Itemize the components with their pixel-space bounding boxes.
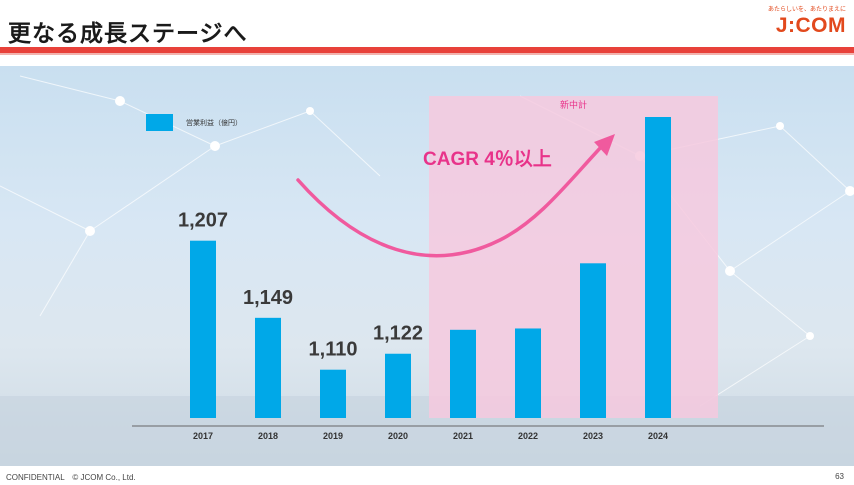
x-tick-2023: 2023 <box>583 431 603 441</box>
legend-label: 営業利益（億円） <box>186 118 242 127</box>
header: 更なる成長ステージへ あたらしいを、あたりまえに J:COM <box>0 0 854 55</box>
footer-copyright: CONFIDENTIAL © JCOM Co., Ltd. <box>6 473 136 482</box>
x-tick-2021: 2021 <box>453 431 473 441</box>
highlight-region-label: 新中計 <box>560 99 587 110</box>
cagr-annotation: CAGR 4％以上 <box>423 148 552 170</box>
x-tick-2020: 2020 <box>388 431 408 441</box>
page-title: 更なる成長ステージへ <box>8 21 248 47</box>
bar-2024 <box>645 117 671 418</box>
x-tick-2019: 2019 <box>323 431 343 441</box>
logo-tagline: あたらしいを、あたりまえに <box>767 6 846 13</box>
bar-2018 <box>255 317 281 418</box>
x-tick-labels: 2017 2018 2019 2020 2021 2022 2023 2024 <box>193 431 668 441</box>
bar-2017 <box>190 240 216 418</box>
value-labels: 1,207 1,149 1,110 1,122 <box>178 210 423 361</box>
value-label-2018: 1,149 <box>243 287 293 309</box>
value-label-2017: 1,207 <box>178 210 228 232</box>
value-label-2019: 1,110 <box>309 339 358 361</box>
x-tick-2018: 2018 <box>258 431 278 441</box>
bars <box>190 117 671 418</box>
header-rule-secondary <box>0 53 854 55</box>
bar-2019 <box>320 369 346 418</box>
page-number: 63 <box>835 472 844 481</box>
bar-2022 <box>515 328 541 418</box>
bar-2020 <box>385 353 411 418</box>
x-tick-2024: 2024 <box>648 431 668 441</box>
jcom-logo: J:COM <box>775 14 846 37</box>
trend-arrowhead <box>594 134 615 156</box>
x-tick-2017: 2017 <box>193 431 213 441</box>
header-rule <box>0 47 854 53</box>
bar-2023 <box>580 263 606 418</box>
trend-arrow <box>296 143 605 258</box>
x-tick-2022: 2022 <box>518 431 538 441</box>
legend-swatch <box>146 114 173 131</box>
value-label-2020: 1,122 <box>373 323 423 345</box>
bar-2021 <box>450 329 476 418</box>
